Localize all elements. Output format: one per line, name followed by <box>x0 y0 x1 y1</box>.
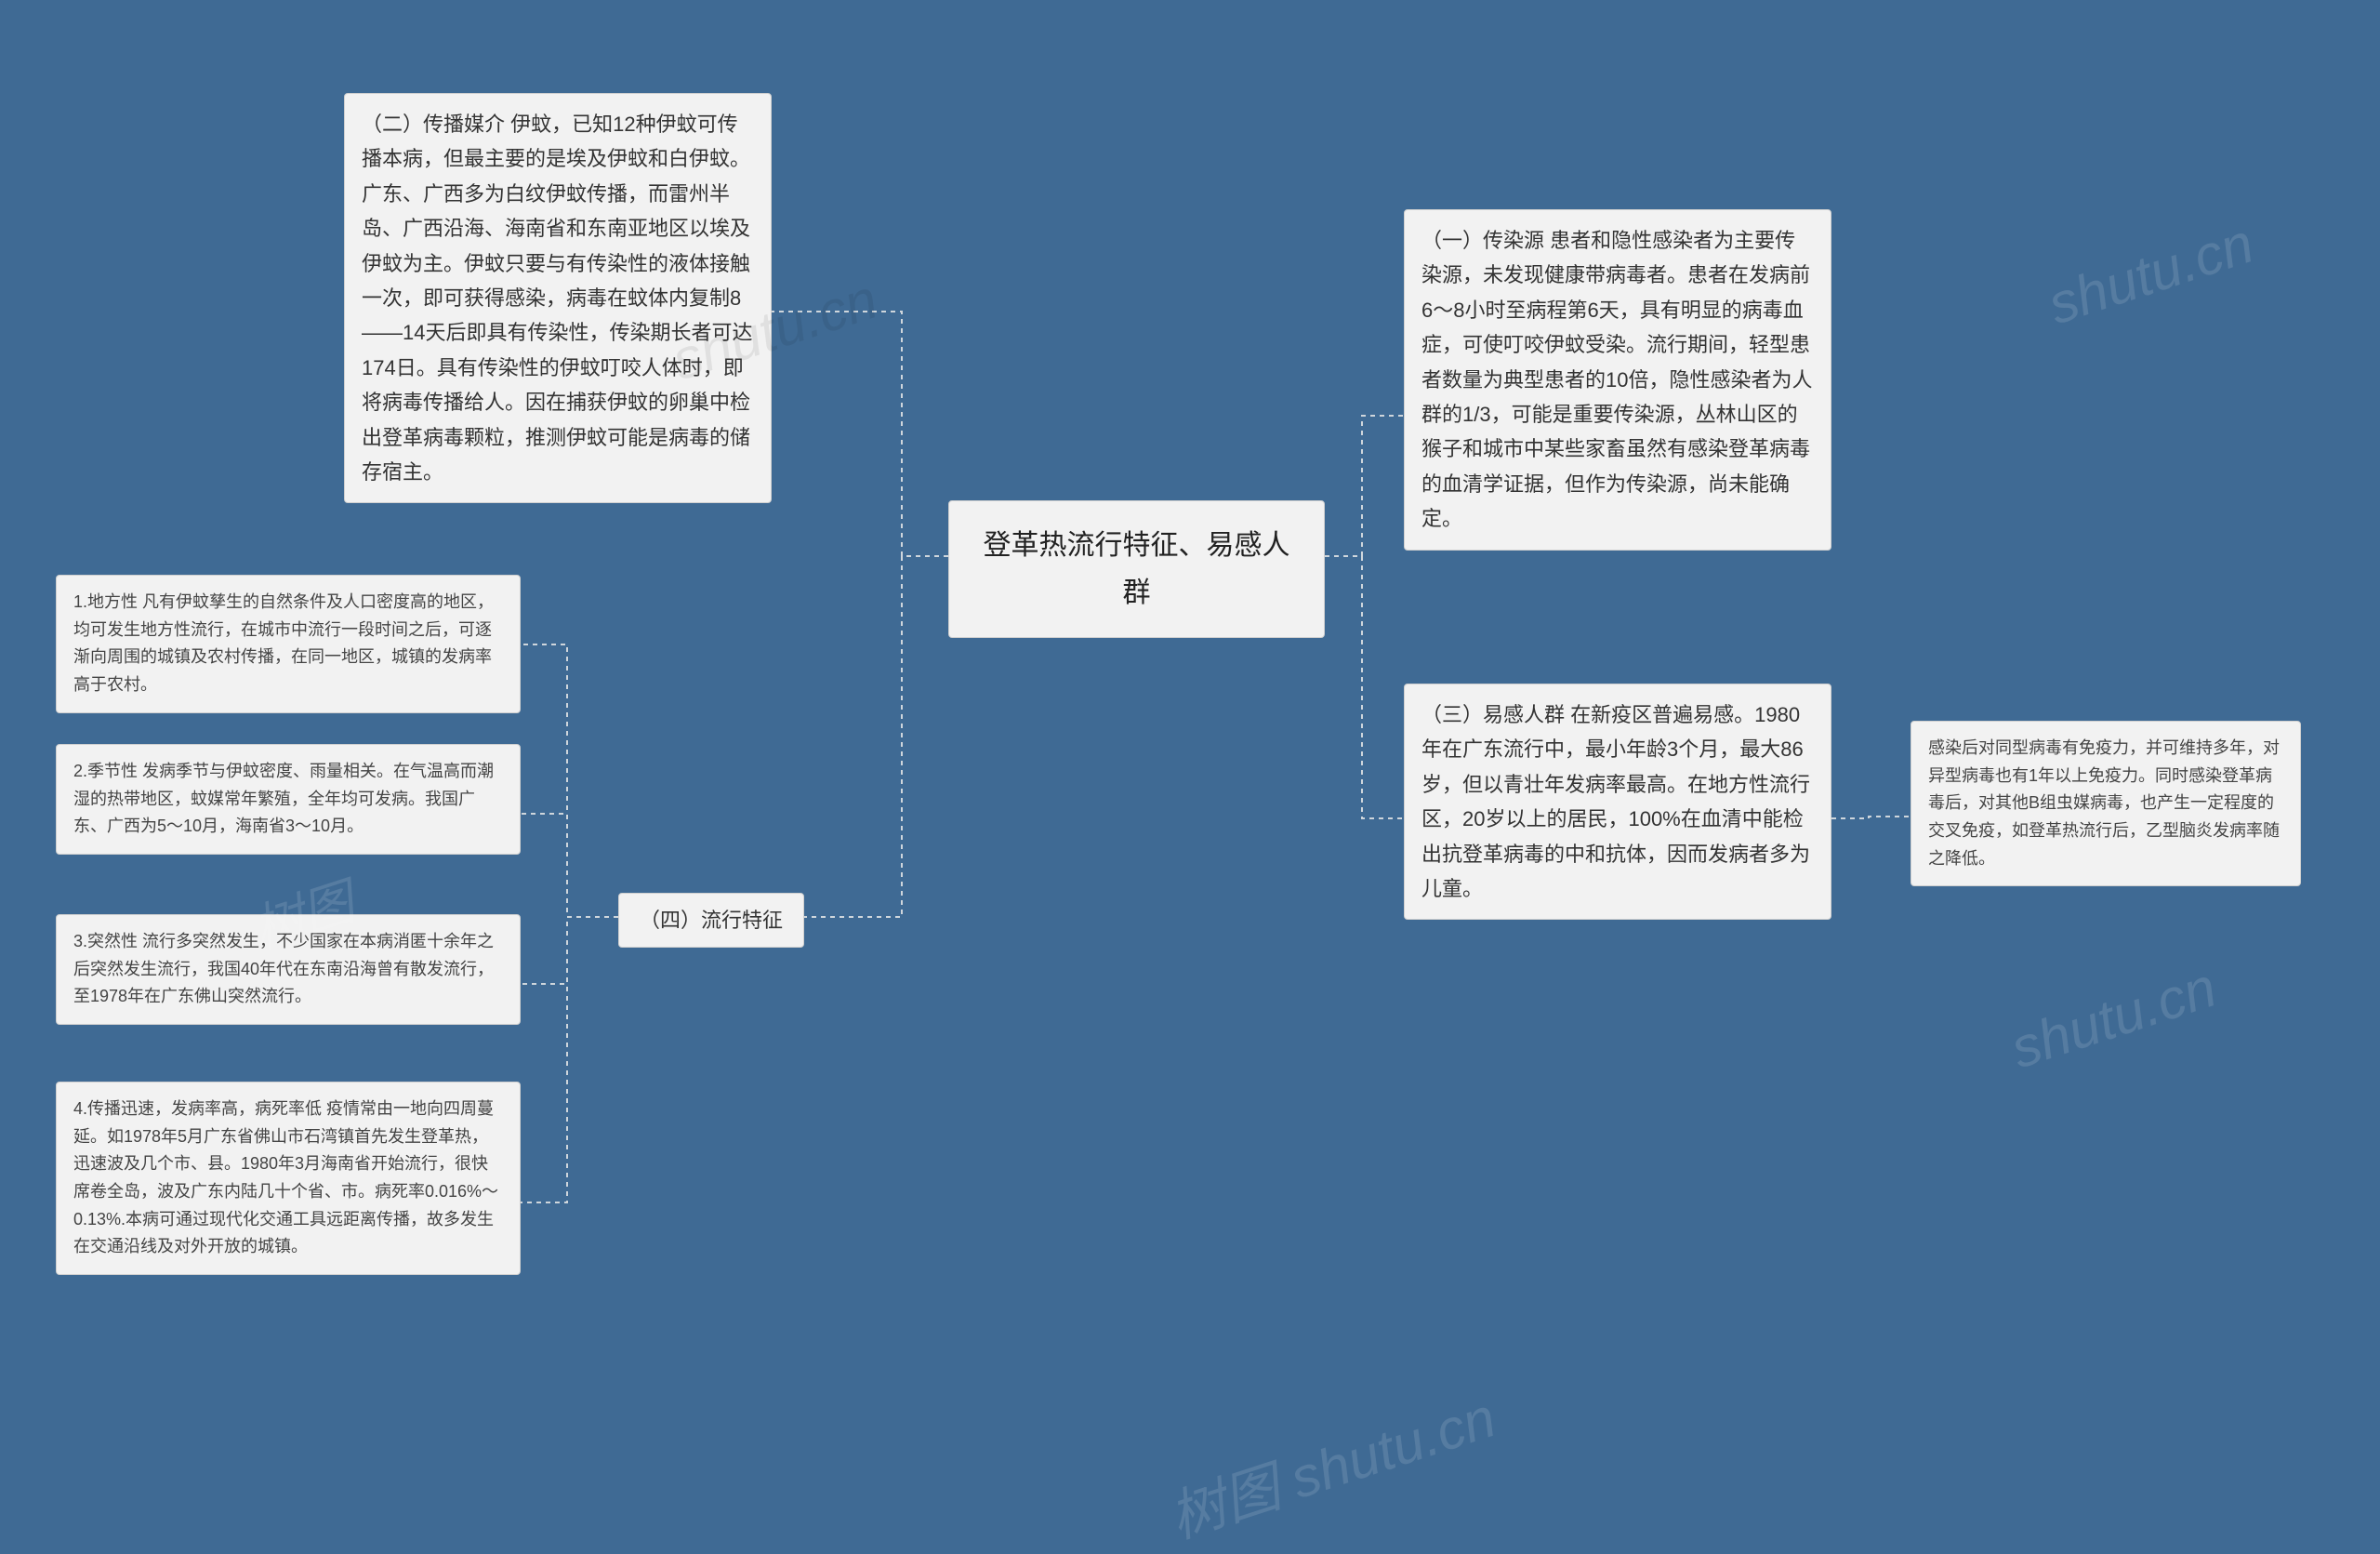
watermark: 树图 shutu.cn <box>1157 1373 1504 1554</box>
node-epidemic-1[interactable]: 1.地方性 凡有伊蚊孳生的自然条件及人口密度高的地区，均可发生地方性流行，在城市… <box>56 575 521 713</box>
node-epidemic-3-text: 3.突然性 流行多突然发生，不少国家在本病消匿十余年之后突然发生流行，我国40年… <box>73 932 494 1005</box>
center-topic[interactable]: 登革热流行特征、易感人群 <box>948 500 1325 638</box>
node-epidemic-2-text: 2.季节性 发病季节与伊蚊密度、雨量相关。在气温高而潮湿的热带地区，蚊媒常年繁殖… <box>73 762 494 835</box>
node-susceptible-sub[interactable]: 感染后对同型病毒有免疫力，并可维持多年，对异型病毒也有1年以上免疫力。同时感染登… <box>1911 721 2301 886</box>
node-epidemic-4-text: 4.传播迅速，发病率高，病死率低 疫情常由一地向四周蔓延。如1978年5月广东省… <box>73 1099 498 1255</box>
node-epidemic-label[interactable]: （四）流行特征 <box>618 893 804 948</box>
center-title: 登革热流行特征、易感人群 <box>984 530 1290 608</box>
watermark: shutu.cn <box>2003 955 2224 1082</box>
node-epidemic-1-text: 1.地方性 凡有伊蚊孳生的自然条件及人口密度高的地区，均可发生地方性流行，在城市… <box>73 592 494 694</box>
node-vector-text: （二）传播媒介 伊蚊，已知12种伊蚊可传播本病，但最主要的是埃及伊蚊和白伊蚊。广… <box>362 113 752 484</box>
node-epidemic-2[interactable]: 2.季节性 发病季节与伊蚊密度、雨量相关。在气温高而潮湿的热带地区，蚊媒常年繁殖… <box>56 744 521 855</box>
watermark: shutu.cn <box>2041 211 2261 338</box>
node-epidemic-3[interactable]: 3.突然性 流行多突然发生，不少国家在本病消匿十余年之后突然发生流行，我国40年… <box>56 914 521 1025</box>
node-epidemic-label-text: （四）流行特征 <box>640 909 783 932</box>
node-source[interactable]: （一）传染源 患者和隐性感染者为主要传染源，未发现健康带病毒者。患者在发病前6～… <box>1404 209 1831 551</box>
node-vector[interactable]: （二）传播媒介 伊蚊，已知12种伊蚊可传播本病，但最主要的是埃及伊蚊和白伊蚊。广… <box>344 93 772 503</box>
node-susceptible-sub-text: 感染后对同型病毒有免疫力，并可维持多年，对异型病毒也有1年以上免疫力。同时感染登… <box>1928 738 2280 868</box>
node-source-text: （一）传染源 患者和隐性感染者为主要传染源，未发现健康带病毒者。患者在发病前6～… <box>1421 229 1812 530</box>
node-susceptible-text: （三）易感人群 在新疫区普遍易感。1980年在广东流行中，最小年龄3个月，最大8… <box>1421 703 1810 900</box>
node-epidemic-4[interactable]: 4.传播迅速，发病率高，病死率低 疫情常由一地向四周蔓延。如1978年5月广东省… <box>56 1082 521 1275</box>
node-susceptible[interactable]: （三）易感人群 在新疫区普遍易感。1980年在广东流行中，最小年龄3个月，最大8… <box>1404 684 1831 920</box>
